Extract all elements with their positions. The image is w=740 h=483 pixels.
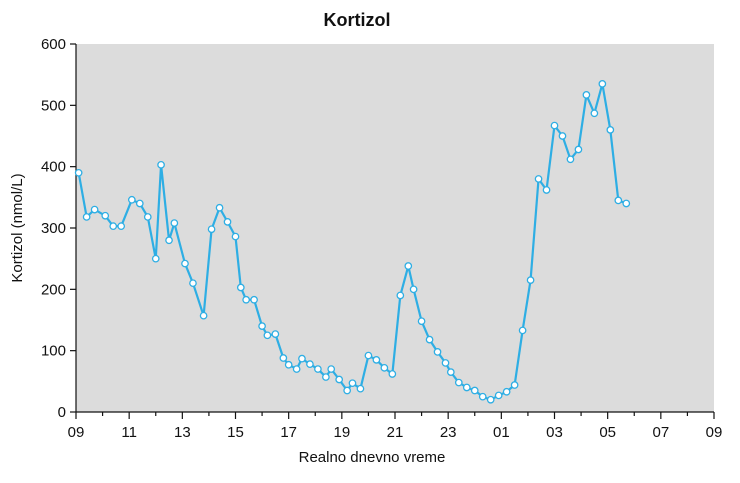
- data-point: [348, 379, 357, 388]
- x-tick-label: 07: [652, 424, 669, 441]
- data-point: [181, 259, 189, 268]
- data-point: [590, 109, 599, 118]
- data-point: [425, 335, 434, 344]
- data-point: [215, 203, 224, 212]
- data-point: [574, 145, 583, 154]
- y-tick-label: 500: [41, 97, 66, 114]
- data-point: [404, 262, 413, 270]
- data-point: [298, 354, 306, 363]
- data-point: [526, 276, 535, 284]
- data-point: [388, 370, 397, 378]
- data-point: [263, 331, 272, 340]
- x-tick-label: 01: [493, 424, 510, 441]
- data-point: [101, 211, 110, 220]
- data-point: [622, 199, 631, 208]
- data-point: [90, 205, 99, 214]
- data-point: [327, 365, 336, 373]
- x-tick-label: 03: [546, 424, 563, 441]
- data-point: [518, 326, 527, 335]
- data-point: [380, 363, 389, 372]
- series-layer: [74, 80, 631, 404]
- data-point: [231, 232, 240, 241]
- data-point: [409, 285, 418, 294]
- data-point: [151, 254, 160, 263]
- data-point: [417, 317, 426, 326]
- data-point: [606, 126, 615, 134]
- data-point: [446, 368, 455, 376]
- data-point: [189, 279, 197, 288]
- x-tick-label: 19: [333, 424, 350, 441]
- data-point: [470, 386, 479, 395]
- data-point: [614, 196, 623, 205]
- data-point: [510, 381, 519, 389]
- data-point: [242, 295, 250, 304]
- data-point: [502, 387, 511, 396]
- data-point: [292, 365, 301, 373]
- y-tick-label: 600: [41, 36, 66, 53]
- data-point: [486, 395, 495, 404]
- data-point: [478, 392, 487, 401]
- data-point: [223, 218, 232, 226]
- y-ticks: 0 100 200 300 400 500 600: [41, 36, 76, 421]
- data-point: [157, 160, 165, 169]
- data-point: [82, 213, 91, 221]
- x-tick-label: 13: [174, 424, 191, 441]
- data-point: [279, 354, 288, 362]
- data-point: [250, 295, 258, 304]
- y-axis-label: Kortizol (nmol/L): [9, 173, 26, 282]
- y-tick-label: 300: [41, 220, 66, 237]
- data-point: [199, 311, 208, 320]
- data-point: [74, 168, 83, 177]
- data-point: [207, 225, 216, 234]
- data-point: [534, 175, 543, 183]
- data-point: [109, 222, 118, 231]
- y-tick-label: 100: [41, 343, 66, 360]
- data-point: [258, 322, 266, 330]
- x-tick-label: 21: [387, 424, 404, 441]
- data-point: [454, 378, 463, 387]
- x-tick-label: 09: [706, 424, 723, 441]
- data-point: [494, 391, 503, 400]
- data-point: [314, 365, 322, 373]
- data-point: [550, 121, 559, 130]
- data-point: [598, 80, 607, 88]
- x-ticks: 09 11 13 15 17 19 21 23 01 03 05 07 09: [68, 412, 723, 441]
- x-tick-label: 09: [68, 424, 85, 441]
- data-point: [343, 386, 351, 395]
- chart-title: Kortizol: [324, 10, 391, 30]
- y-tick-label: 200: [41, 281, 66, 298]
- data-point: [143, 213, 152, 221]
- x-tick-label: 11: [121, 424, 137, 441]
- x-tick-label: 23: [440, 424, 457, 441]
- data-point: [566, 155, 575, 164]
- x-tick-label: 05: [599, 424, 616, 441]
- x-axis-label: Realno dnevno vreme: [299, 449, 446, 466]
- data-point: [462, 383, 471, 392]
- data-point: [271, 330, 280, 338]
- data-point: [322, 373, 330, 381]
- x-tick-label: 15: [227, 424, 244, 441]
- data-point: [284, 360, 293, 369]
- data-point: [364, 351, 373, 360]
- data-point: [127, 195, 136, 204]
- x-tick-label: 17: [280, 424, 297, 441]
- y-tick-label: 400: [41, 159, 66, 176]
- data-point: [582, 91, 591, 99]
- data-point: [165, 236, 173, 245]
- data-point: [441, 359, 450, 367]
- y-tick-label: 0: [58, 404, 66, 421]
- data-point: [170, 219, 179, 227]
- data-point: [306, 360, 314, 369]
- data-point: [236, 283, 245, 292]
- data-point: [117, 222, 126, 231]
- data-point: [356, 384, 365, 393]
- data-point: [396, 291, 405, 300]
- data-point: [372, 356, 381, 364]
- data-point: [542, 186, 551, 194]
- data-point: [335, 375, 344, 384]
- data-point: [558, 132, 567, 140]
- data-point: [135, 199, 144, 208]
- data-point: [433, 348, 442, 356]
